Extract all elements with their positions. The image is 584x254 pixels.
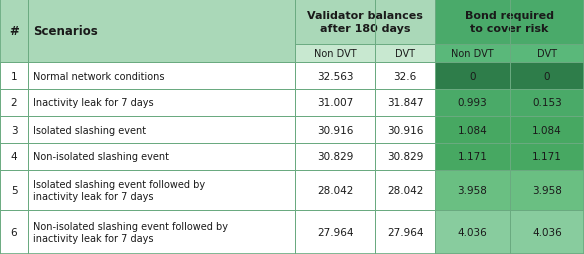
Text: 32.6: 32.6 [394,71,416,81]
Bar [28,144,295,170]
Bar [295,170,375,210]
Bar [510,45,584,63]
Text: Non-isolated slashing event: Non-isolated slashing event [33,152,169,162]
Text: 2: 2 [11,98,18,108]
Text: 6: 6 [11,227,18,237]
Text: Isolated slashing event followed by
inactivity leak for 7 days: Isolated slashing event followed by inac… [33,179,205,201]
Bar [0,170,28,210]
Bar [435,90,510,117]
Bar [28,63,295,90]
Text: 0: 0 [544,71,550,81]
Bar [435,170,510,210]
Text: 1: 1 [11,71,18,81]
Text: 3.958: 3.958 [532,185,562,195]
Text: 1.084: 1.084 [458,125,488,135]
Text: Non-isolated slashing event followed by
inactivity leak for 7 days: Non-isolated slashing event followed by … [33,221,228,243]
Bar [510,144,584,170]
Text: 31.007: 31.007 [317,98,353,108]
Bar [0,117,28,144]
Text: 4: 4 [11,152,18,162]
Bar [375,210,435,254]
Text: 31.847: 31.847 [387,98,423,108]
Bar [295,63,375,90]
Bar [295,90,375,117]
Bar [375,170,435,210]
Text: 28.042: 28.042 [317,185,353,195]
Bar [295,210,375,254]
Text: 30.829: 30.829 [387,152,423,162]
Text: Non DVT: Non DVT [451,49,494,59]
Bar [0,144,28,170]
Bar [510,90,584,117]
Bar [510,170,584,210]
Bar [510,210,584,254]
Bar [435,117,510,144]
Bar [0,90,28,117]
Text: 27.964: 27.964 [387,227,423,237]
Bar [0,0,28,63]
Text: 32.563: 32.563 [317,71,353,81]
Bar [375,63,435,90]
Bar [28,90,295,117]
Bar [295,45,375,63]
Text: 28.042: 28.042 [387,185,423,195]
Text: DVT: DVT [537,49,557,59]
Bar [0,63,28,90]
Text: 1.084: 1.084 [532,125,562,135]
Text: 30.916: 30.916 [317,125,353,135]
Bar [295,117,375,144]
Text: 3: 3 [11,125,18,135]
Text: #: # [9,25,19,38]
Text: Scenarios: Scenarios [33,25,98,38]
Bar [295,0,435,45]
Text: 1.171: 1.171 [457,152,488,162]
Text: 0.993: 0.993 [458,98,488,108]
Text: 30.829: 30.829 [317,152,353,162]
Text: Normal network conditions: Normal network conditions [33,71,165,81]
Text: DVT: DVT [395,49,415,59]
Text: Isolated slashing event: Isolated slashing event [33,125,146,135]
Text: 3.958: 3.958 [457,185,488,195]
Bar [28,117,295,144]
Text: 4.036: 4.036 [532,227,562,237]
Bar [510,117,584,144]
Bar [28,170,295,210]
Text: Bond required
to cover risk: Bond required to cover risk [465,11,554,34]
Bar [510,63,584,90]
Bar [375,45,435,63]
Text: Inactivity leak for 7 days: Inactivity leak for 7 days [33,98,154,108]
Bar [375,144,435,170]
Bar [435,45,510,63]
Text: 27.964: 27.964 [317,227,353,237]
Bar [375,90,435,117]
Text: 5: 5 [11,185,18,195]
Bar [435,0,584,45]
Text: 1.171: 1.171 [532,152,562,162]
Text: 30.916: 30.916 [387,125,423,135]
Bar [435,210,510,254]
Text: Non DVT: Non DVT [314,49,356,59]
Bar [375,117,435,144]
Bar [435,144,510,170]
Bar [435,63,510,90]
Bar [28,0,295,63]
Text: 0: 0 [470,71,476,81]
Bar [295,144,375,170]
Bar [28,210,295,254]
Text: 0.153: 0.153 [532,98,562,108]
Bar [0,210,28,254]
Text: 4.036: 4.036 [458,227,488,237]
Text: Validator balances
after 180 days: Validator balances after 180 days [307,11,423,34]
